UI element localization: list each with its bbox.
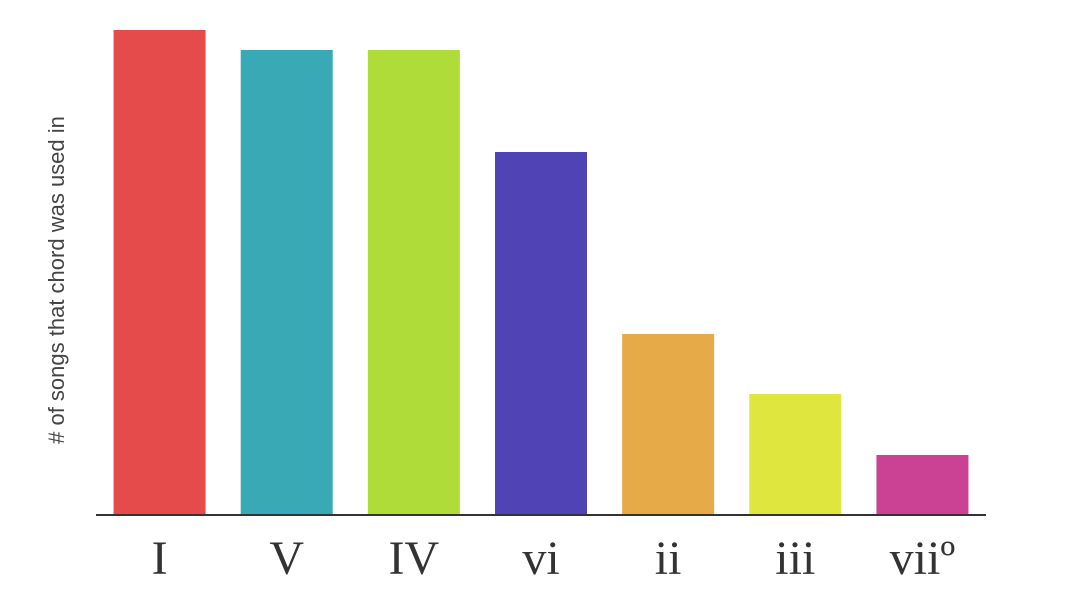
bar (240, 50, 333, 515)
bar (495, 152, 587, 515)
x-tick-label: iii (775, 532, 815, 585)
bar (622, 334, 715, 515)
bar (367, 50, 460, 515)
bar (749, 394, 842, 515)
bar (113, 30, 206, 515)
bar (876, 455, 969, 515)
x-tick-label: IV (389, 532, 440, 585)
x-tick-label: I (152, 532, 168, 585)
y-axis-label: # of songs that chord was used in (44, 116, 69, 444)
x-tick-label: viiº (890, 532, 956, 585)
x-tick-label: V (269, 532, 304, 585)
x-tick-label: ii (655, 532, 682, 585)
x-tick-label: vi (522, 532, 559, 585)
